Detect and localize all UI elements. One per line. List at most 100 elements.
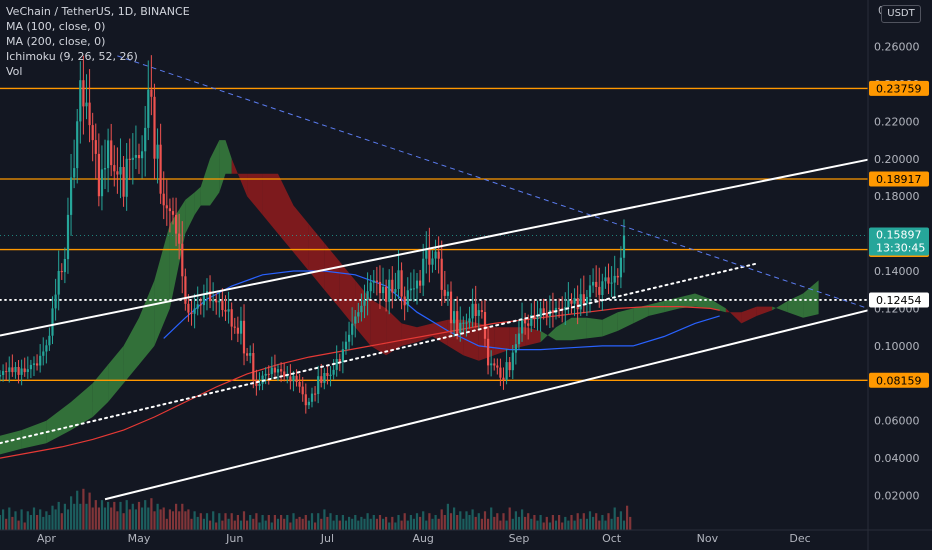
volume-bar [314, 522, 317, 530]
candle-body [573, 298, 576, 304]
ichimoku-cloud-segment [741, 306, 757, 324]
volume-bar [310, 513, 314, 530]
volume-bar [465, 511, 468, 530]
volume-bar [533, 515, 536, 530]
volume-bar [446, 503, 449, 530]
candle-body [499, 367, 502, 378]
volume-bar [425, 520, 428, 530]
candle-body [276, 369, 280, 373]
candle-body [29, 364, 32, 370]
volume-bar [29, 515, 32, 530]
candle-body [2, 371, 5, 375]
volume-bar [474, 516, 477, 530]
volume-bar [462, 518, 465, 530]
candle-body [385, 286, 388, 302]
ichimoku-cloud-segment [185, 192, 195, 234]
volume-bar [246, 520, 249, 530]
volume-bar [20, 509, 23, 530]
volume-bar [372, 515, 375, 530]
ichimoku-cloud-segment [92, 364, 109, 417]
ichimoku-cloud-segment [123, 317, 139, 384]
candle-body [286, 376, 289, 378]
volume-bar [468, 515, 471, 530]
volume-bar [107, 501, 110, 530]
x-tick-label: Sep [509, 532, 530, 545]
x-tick-label: Nov [697, 532, 719, 545]
current-price-label: 0.15897 [876, 229, 922, 242]
volume-bar [561, 522, 564, 530]
y-tick-label: 0.18000 [874, 190, 920, 203]
candle-body [45, 345, 48, 352]
volume-bar [301, 518, 304, 530]
legend-ma100[interactable]: MA (100, close, 0) [6, 20, 106, 33]
y-tick-label: 0.10000 [874, 340, 920, 353]
candle-body [168, 208, 171, 212]
candle-body [440, 258, 443, 290]
candle-body [233, 326, 236, 328]
volume-bar [273, 515, 276, 530]
level-tag-bg [869, 80, 929, 96]
ichimoku-cloud-segment [293, 205, 309, 271]
candle-body [514, 344, 517, 353]
volume-bar [178, 511, 181, 530]
volume-bar [483, 511, 487, 530]
volume-bar [116, 511, 119, 530]
volume-bar [354, 515, 357, 530]
ichimoku-cloud-segment [602, 312, 618, 337]
candle-body [20, 368, 23, 375]
candle-body [585, 297, 588, 304]
candle-body [103, 168, 107, 170]
volume-bar [403, 513, 406, 530]
candle-body [431, 258, 434, 265]
ichimoku-cloud-segment [194, 186, 201, 215]
candle-body [218, 300, 221, 303]
candle-body [453, 311, 456, 324]
candle-body [449, 291, 453, 324]
candle-body [616, 275, 619, 278]
legend-ma200[interactable]: MA (200, close, 0) [6, 35, 106, 48]
volume-bar [171, 511, 175, 530]
candle-body [270, 367, 273, 375]
ichimoku-cloud-segment [571, 317, 587, 341]
level-tag: 0.12454 [876, 294, 922, 307]
volume-bar [267, 515, 270, 530]
volume-bar [629, 516, 632, 530]
volume-bar [125, 500, 128, 530]
volume-bar [616, 516, 619, 530]
candle-body [428, 249, 431, 265]
volume-bar [258, 522, 261, 530]
volume-bar [419, 516, 422, 530]
volume-bar [335, 515, 338, 530]
volume-bar [601, 515, 604, 530]
volume-bar [397, 515, 400, 530]
level-tag: 0.08159 [876, 374, 922, 387]
ichimoku-cloud-segment [772, 301, 788, 313]
ichimoku-cloud-segment [633, 304, 649, 324]
legend-volume[interactable]: Vol [6, 65, 23, 78]
volume-bar [289, 522, 292, 530]
candle-body [317, 376, 320, 394]
currency-button[interactable]: USDT [881, 5, 921, 23]
candle-body [97, 153, 100, 197]
ichimoku-cloud-segment [200, 158, 210, 206]
volume-bar [286, 515, 289, 530]
candle-body [178, 233, 181, 244]
volume-bar [604, 520, 607, 530]
legend-ichimoku[interactable]: Ichimoku (9, 26, 52, 26) [6, 50, 138, 63]
candle-body [570, 300, 573, 304]
ichimoku-cloud-segment [262, 173, 278, 234]
candle-body [619, 257, 622, 278]
volume-bar [212, 511, 215, 530]
candle-body [403, 296, 406, 306]
volume-bar [554, 520, 558, 530]
volume-bar [579, 518, 582, 530]
candle-body [199, 304, 202, 306]
volume-bar [181, 503, 184, 530]
candle-body [283, 371, 286, 377]
candle-body [153, 96, 156, 159]
ichimoku-cloud-segment [664, 297, 680, 313]
candle-body [42, 351, 45, 356]
volume-bar [363, 518, 366, 530]
candle-body [54, 294, 57, 309]
